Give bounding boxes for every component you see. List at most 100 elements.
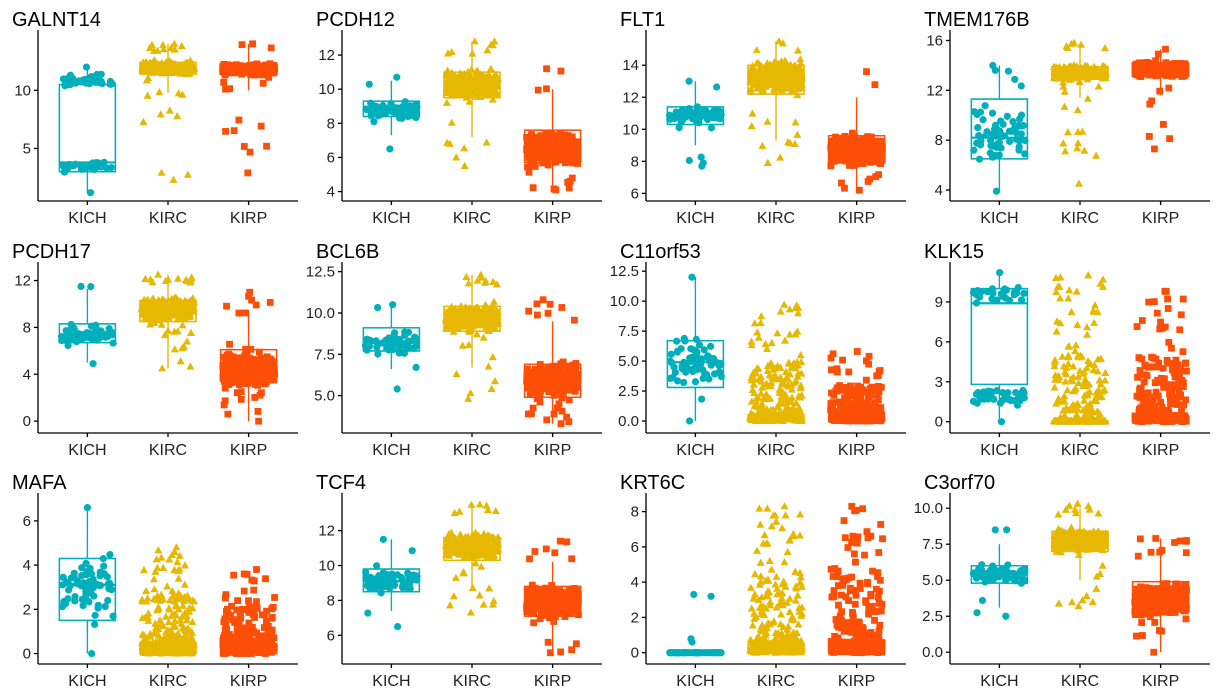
data-point — [524, 374, 532, 382]
data-point — [1176, 65, 1184, 73]
x-tick-label: KICH — [68, 210, 106, 227]
data-point — [749, 380, 758, 388]
data-point — [568, 156, 576, 163]
data-point — [987, 136, 995, 145]
data-point — [543, 416, 551, 424]
data-point — [546, 300, 554, 308]
data-point — [750, 319, 759, 327]
y-tick-label: 12.5 — [306, 264, 335, 281]
data-point — [570, 316, 578, 324]
x-tick-label: KIRP — [534, 442, 571, 459]
data-point — [1166, 135, 1174, 143]
data-point — [481, 88, 490, 96]
data-point — [157, 64, 166, 72]
data-point — [552, 364, 560, 372]
data-point — [571, 374, 579, 382]
data-point — [270, 365, 278, 372]
box-outline — [1131, 62, 1190, 78]
data-point — [367, 112, 375, 120]
data-point — [469, 309, 478, 317]
data-point — [258, 63, 266, 71]
data-point — [666, 374, 674, 383]
jitter-points-kirp — [523, 65, 582, 194]
data-point — [564, 132, 572, 140]
data-point — [529, 370, 537, 377]
data-point — [784, 138, 793, 146]
group-kirc — [138, 270, 198, 372]
data-point — [485, 75, 494, 83]
data-point — [540, 372, 548, 380]
data-point — [144, 303, 153, 312]
data-point — [995, 151, 1003, 159]
data-point — [238, 369, 245, 377]
y-tick-label: 10 — [622, 121, 639, 138]
data-point — [866, 146, 874, 154]
data-point — [1077, 40, 1086, 48]
data-point-extreme — [460, 161, 469, 169]
data-point — [558, 142, 566, 150]
data-point — [1073, 105, 1082, 114]
data-point — [257, 374, 265, 382]
data-point — [689, 367, 697, 376]
data-point — [525, 139, 533, 147]
data-point — [1160, 121, 1167, 128]
data-point — [827, 143, 835, 151]
data-point — [981, 102, 989, 110]
data-point — [396, 341, 405, 349]
data-point — [1075, 77, 1084, 85]
data-point-extreme — [470, 37, 479, 45]
data-point — [837, 150, 845, 157]
data-point — [220, 401, 228, 409]
data-point — [479, 79, 488, 87]
data-point — [486, 316, 495, 324]
data-point — [700, 346, 708, 354]
data-point — [877, 141, 885, 149]
data-point — [488, 95, 497, 103]
data-point-extreme — [170, 39, 179, 47]
data-point — [795, 73, 804, 81]
data-point — [565, 396, 573, 404]
data-point — [677, 345, 685, 353]
data-point — [237, 65, 245, 73]
data-point — [570, 384, 577, 392]
panel-title: PCDH17 — [12, 241, 91, 263]
data-point — [406, 102, 415, 110]
x-tick-label: KIRC — [149, 210, 187, 227]
data-point — [527, 162, 535, 169]
data-point — [875, 145, 882, 153]
y-tick-label: 8 — [631, 153, 639, 170]
data-point — [777, 85, 786, 94]
y-tick-label: 14 — [622, 57, 639, 74]
data-point — [266, 299, 274, 306]
data-point — [794, 369, 803, 377]
data-point — [270, 374, 278, 382]
data-point — [158, 297, 167, 305]
data-point — [551, 132, 559, 140]
data-point — [770, 84, 779, 92]
data-point-extreme — [557, 420, 565, 428]
data-point-extreme — [1070, 38, 1079, 46]
data-point — [227, 67, 235, 74]
data-point — [235, 381, 243, 388]
data-point-extreme — [244, 169, 252, 177]
data-point — [763, 344, 772, 352]
data-point — [141, 274, 150, 282]
data-point — [524, 163, 531, 171]
data-point-extreme — [992, 187, 1001, 195]
data-point — [849, 129, 856, 137]
panel-title: PCDH12 — [316, 9, 395, 31]
data-point — [462, 272, 471, 281]
y-tick-label: 10 — [14, 82, 31, 99]
data-point — [772, 70, 781, 78]
data-point — [220, 78, 228, 86]
data-point — [555, 146, 563, 154]
data-point — [184, 300, 193, 308]
data-point — [444, 311, 453, 319]
data-point — [484, 362, 493, 370]
data-point — [139, 117, 148, 125]
data-point — [667, 350, 675, 358]
data-point — [490, 37, 499, 45]
box-outline — [58, 83, 117, 173]
data-point — [529, 376, 537, 384]
